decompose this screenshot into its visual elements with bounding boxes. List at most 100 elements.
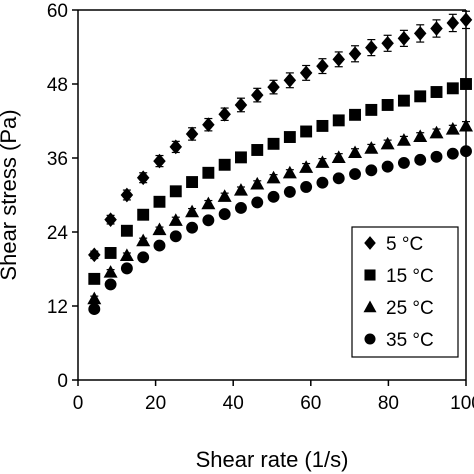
data-point	[283, 72, 297, 88]
data-point	[153, 239, 166, 252]
data-point	[397, 156, 410, 169]
y-tick-label: 24	[47, 223, 69, 244]
data-point	[283, 131, 296, 143]
data-point	[185, 204, 200, 218]
data-point	[153, 153, 166, 169]
x-tick-label: 80	[378, 393, 399, 414]
data-point	[267, 190, 280, 203]
data-point	[103, 265, 118, 278]
data-point	[266, 170, 281, 184]
data-point	[364, 141, 379, 154]
data-point	[430, 21, 443, 36]
data-point	[397, 31, 411, 46]
data-point	[413, 26, 427, 41]
data-point	[446, 15, 460, 31]
data-point	[201, 196, 216, 210]
data-point	[348, 145, 363, 159]
data-point	[104, 278, 117, 291]
data-point	[445, 122, 460, 135]
data-point	[380, 136, 395, 150]
data-point	[136, 233, 151, 247]
data-point	[332, 172, 345, 185]
data-point	[332, 51, 345, 67]
data-point	[397, 94, 410, 107]
data-point	[250, 176, 265, 190]
data-point	[365, 40, 378, 55]
data-point	[299, 65, 313, 81]
x-tick-label: 20	[145, 393, 166, 414]
data-point	[104, 212, 117, 228]
legend-label: 25 °C	[386, 298, 434, 319]
data-point	[119, 248, 134, 262]
legend-marker-diamond	[364, 236, 376, 250]
data-point	[169, 185, 182, 198]
data-point	[365, 103, 378, 116]
axis-ticks: 0 12 24 36 48 60 0 20 40 60 80 100	[47, 1, 474, 414]
x-tick-label: 60	[300, 393, 321, 414]
x-tick-label: 100	[450, 393, 474, 414]
data-point	[396, 133, 411, 146]
data-point	[136, 170, 150, 186]
data-point	[413, 129, 428, 143]
x-tick-label: 40	[223, 393, 244, 414]
y-axis-title: Shear stress (Pa)	[0, 109, 21, 280]
data-point	[217, 189, 232, 202]
data-point	[446, 82, 459, 95]
data-point	[120, 262, 133, 275]
data-point	[234, 97, 248, 113]
series-triangle	[87, 118, 473, 305]
legend-marker-square	[364, 269, 376, 281]
data-point	[218, 158, 231, 171]
legend: 5 °C 15 °C 25 °C 35 °C	[351, 226, 459, 358]
data-point	[381, 99, 394, 111]
data-point	[332, 114, 345, 127]
data-point	[104, 247, 117, 259]
data-point	[414, 153, 427, 166]
legend-label: 35 °C	[386, 330, 434, 351]
data-point	[282, 165, 297, 179]
data-point	[186, 221, 199, 234]
data-point	[202, 117, 215, 133]
data-markers	[87, 10, 473, 316]
data-point	[446, 147, 459, 160]
data-point	[300, 181, 313, 193]
data-point	[233, 183, 248, 196]
data-point	[348, 46, 362, 62]
x-axis-title: Shear rate (1/s)	[196, 447, 349, 472]
data-point	[88, 247, 101, 263]
data-point	[235, 202, 247, 214]
data-point	[202, 166, 215, 179]
data-point	[251, 144, 264, 156]
data-point	[153, 195, 166, 208]
x-tick-label: 0	[73, 393, 84, 414]
data-point	[218, 106, 231, 122]
data-point	[88, 272, 101, 285]
data-point	[316, 119, 329, 132]
y-tick-label: 12	[47, 297, 68, 318]
data-point	[414, 90, 427, 103]
data-point	[169, 139, 183, 155]
data-point	[316, 58, 329, 74]
legend-marker-circle	[364, 333, 376, 345]
data-point	[88, 303, 101, 316]
series-diamond	[88, 10, 473, 263]
data-point	[120, 187, 134, 203]
data-point	[365, 164, 378, 177]
legend-label: 5 °C	[386, 234, 423, 255]
data-point	[137, 251, 150, 264]
data-point	[185, 126, 199, 142]
data-point	[120, 224, 133, 237]
legend-label: 15 °C	[386, 266, 434, 287]
data-point	[381, 35, 394, 51]
data-point	[430, 86, 443, 98]
data-point	[381, 160, 394, 173]
data-point	[300, 125, 313, 138]
data-point	[267, 137, 280, 150]
data-point	[349, 108, 361, 121]
y-tick-label: 0	[57, 371, 68, 392]
data-point	[87, 291, 102, 305]
data-point	[168, 213, 183, 226]
data-point	[169, 230, 182, 243]
data-point	[316, 176, 329, 189]
data-point	[251, 87, 264, 103]
